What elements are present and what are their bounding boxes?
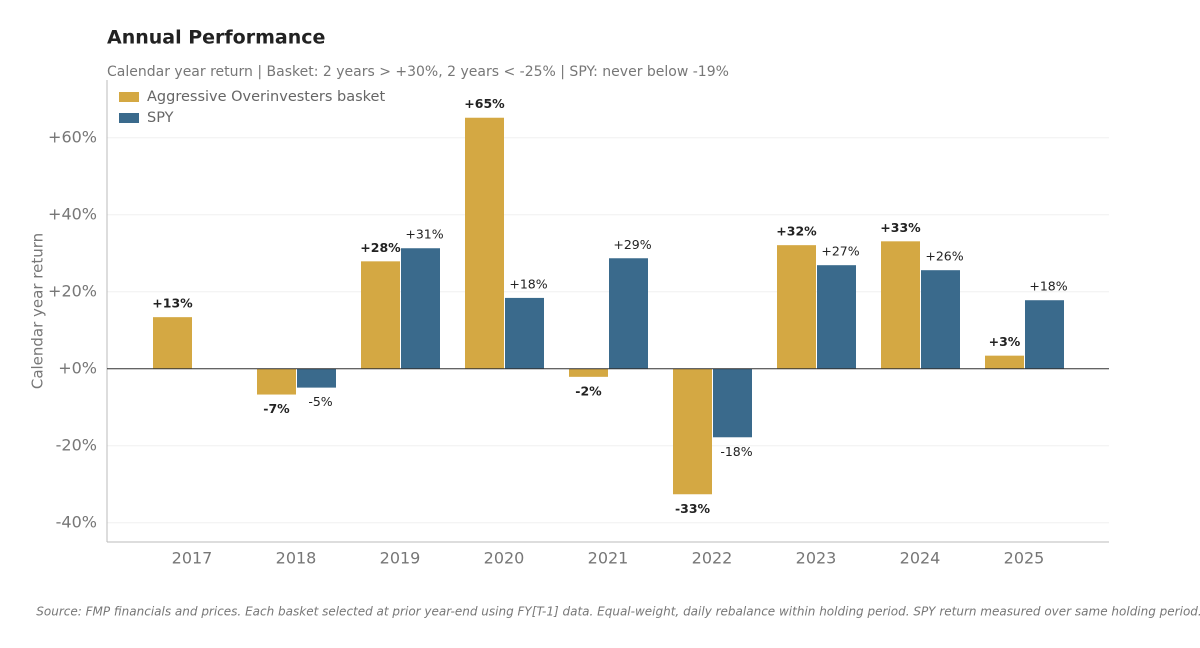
chart-subtitle: Calendar year return | Basket: 2 years >…	[107, 64, 729, 80]
bar	[297, 368, 336, 388]
y-tick-label: -20%	[56, 435, 97, 454]
data-label: -7%	[263, 401, 290, 416]
data-label: +65%	[464, 96, 505, 111]
bar	[777, 245, 816, 369]
bar	[1025, 300, 1064, 369]
data-label: +26%	[925, 249, 963, 264]
bar	[257, 368, 296, 395]
x-tick-label: 2021	[588, 549, 629, 568]
legend-swatch	[119, 113, 139, 123]
data-label: +31%	[405, 227, 443, 242]
data-label: +32%	[776, 224, 817, 239]
legend-label: Aggressive Overinvesters basket	[147, 89, 385, 105]
y-tick-label: +60%	[48, 127, 97, 146]
data-label: +3%	[989, 334, 1021, 349]
data-label: +27%	[821, 244, 859, 259]
data-label: -5%	[308, 394, 332, 409]
x-tick-label: 2022	[692, 549, 733, 568]
data-label: +13%	[152, 296, 193, 311]
x-tick-label: 2017	[172, 549, 213, 568]
bar	[609, 258, 648, 369]
data-label: +18%	[509, 276, 547, 291]
x-tick-label: 2018	[276, 549, 317, 568]
data-label: +18%	[1029, 279, 1067, 294]
x-tick-label: 2020	[484, 549, 525, 568]
legend-label: SPY	[147, 110, 174, 126]
y-axis-label: Calendar year return	[29, 233, 47, 389]
bar	[985, 355, 1024, 369]
data-label: -18%	[720, 444, 752, 459]
bar	[673, 368, 712, 495]
y-tick-label: +40%	[48, 204, 97, 223]
bar	[361, 261, 400, 369]
x-tick-label: 2023	[796, 549, 837, 568]
bar	[505, 297, 544, 369]
bar	[713, 368, 752, 438]
bar	[881, 241, 920, 369]
x-tick-label: 2024	[900, 549, 941, 568]
y-tick-label: +20%	[48, 281, 97, 300]
bar	[465, 117, 504, 369]
x-tick-label: 2019	[380, 549, 421, 568]
x-tick-label: 2025	[1004, 549, 1045, 568]
bar	[921, 270, 960, 369]
data-label: -2%	[575, 383, 602, 398]
data-label: -33%	[675, 501, 711, 516]
bar	[401, 248, 440, 369]
y-tick-label: -40%	[56, 512, 97, 531]
chart-title: Annual Performance	[107, 27, 325, 49]
bar	[817, 265, 856, 369]
data-label: +33%	[880, 220, 921, 235]
data-label: +28%	[360, 240, 401, 255]
legend-swatch	[119, 92, 139, 102]
y-tick-label: +0%	[58, 358, 97, 377]
data-label: +29%	[613, 237, 651, 252]
bar	[153, 317, 192, 369]
footnote: Source: FMP financials and prices. Each …	[36, 605, 1200, 619]
bar	[569, 368, 608, 377]
